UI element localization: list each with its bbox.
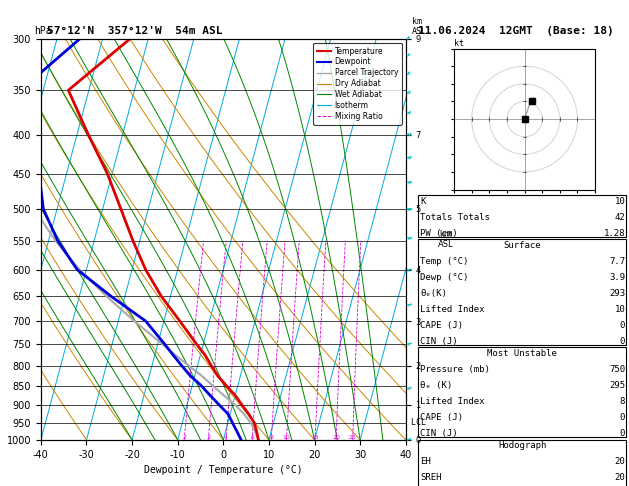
Text: 8: 8 (620, 397, 625, 406)
Text: 0: 0 (620, 429, 625, 438)
Text: 10: 10 (615, 197, 625, 206)
Text: 20: 20 (332, 435, 340, 440)
Text: Dewp (°C): Dewp (°C) (420, 273, 469, 282)
Text: θₑ (K): θₑ (K) (420, 381, 452, 390)
Y-axis label: hPa: hPa (0, 230, 1, 248)
Text: 11.06.2024  12GMT  (Base: 18): 11.06.2024 12GMT (Base: 18) (418, 26, 614, 36)
Text: 20: 20 (615, 457, 625, 466)
Text: Lifted Index: Lifted Index (420, 397, 485, 406)
Text: 20: 20 (615, 473, 625, 482)
Text: θₑ(K): θₑ(K) (420, 289, 447, 298)
Text: 57°12'N  357°12'W  54m ASL: 57°12'N 357°12'W 54m ASL (47, 26, 223, 36)
Text: PW (cm): PW (cm) (420, 229, 458, 238)
Text: CIN (J): CIN (J) (420, 429, 458, 438)
Text: 15: 15 (311, 435, 319, 440)
Text: EH: EH (420, 457, 431, 466)
Text: SREH: SREH (420, 473, 442, 482)
Text: km
ASL: km ASL (412, 17, 427, 36)
Text: 25: 25 (348, 435, 357, 440)
Text: K: K (420, 197, 426, 206)
Text: 10: 10 (282, 435, 291, 440)
X-axis label: Dewpoint / Temperature (°C): Dewpoint / Temperature (°C) (144, 465, 303, 475)
Text: 3.9: 3.9 (609, 273, 625, 282)
Text: 0: 0 (620, 337, 625, 346)
Text: 7.7: 7.7 (609, 257, 625, 266)
Text: 2: 2 (182, 435, 186, 440)
Text: hPa: hPa (35, 26, 52, 36)
Text: 295: 295 (609, 381, 625, 390)
Text: 10: 10 (615, 305, 625, 314)
Text: 4: 4 (224, 435, 228, 440)
Text: 293: 293 (609, 289, 625, 298)
Text: 0: 0 (620, 413, 625, 422)
Text: 6: 6 (250, 435, 254, 440)
Text: CAPE (J): CAPE (J) (420, 321, 463, 330)
Text: Temp (°C): Temp (°C) (420, 257, 469, 266)
Text: 3: 3 (206, 435, 210, 440)
Text: Hodograph: Hodograph (498, 441, 547, 450)
Text: Pressure (mb): Pressure (mb) (420, 365, 490, 374)
Text: 1.28: 1.28 (604, 229, 625, 238)
Text: kt: kt (454, 39, 464, 48)
Text: Surface: Surface (504, 241, 541, 250)
Text: Most Unstable: Most Unstable (487, 349, 557, 358)
Text: Totals Totals: Totals Totals (420, 213, 490, 222)
Text: 0: 0 (620, 321, 625, 330)
Text: LCL: LCL (406, 418, 426, 427)
Text: CAPE (J): CAPE (J) (420, 413, 463, 422)
Text: 42: 42 (615, 213, 625, 222)
Y-axis label: km
ASL: km ASL (438, 230, 454, 249)
Text: Lifted Index: Lifted Index (420, 305, 485, 314)
Legend: Temperature, Dewpoint, Parcel Trajectory, Dry Adiabat, Wet Adiabat, Isotherm, Mi: Temperature, Dewpoint, Parcel Trajectory… (313, 43, 402, 125)
Text: CIN (J): CIN (J) (420, 337, 458, 346)
Text: 8: 8 (269, 435, 273, 440)
Text: 750: 750 (609, 365, 625, 374)
